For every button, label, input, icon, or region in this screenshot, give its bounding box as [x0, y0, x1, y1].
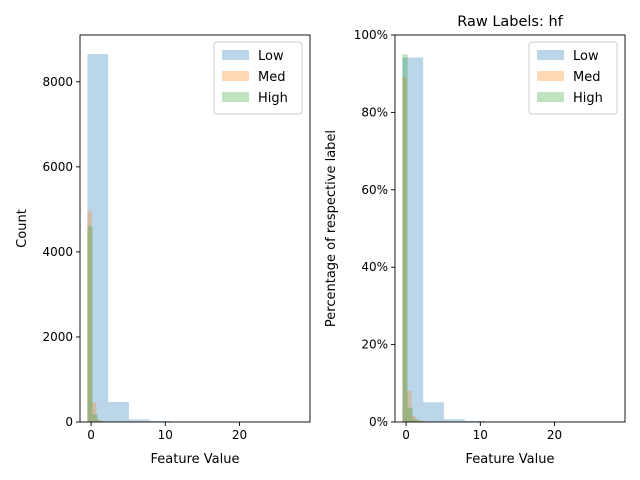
left-histogram-panel: 0 10 20 0 2000 4000 6000 8000 Feature Value Count…	[15, 34, 311, 467]
bar-high-1	[407, 407, 413, 422]
bar-high-0	[87, 226, 93, 422]
legend-label-high: High	[258, 91, 288, 106]
bar-med-2	[411, 416, 416, 422]
legend-label-low: Low	[573, 49, 599, 64]
y-tick-label: 80%	[361, 105, 388, 119]
y-tick-label: 4000	[42, 245, 73, 259]
y-axis-label: Percentage of respective label	[324, 130, 339, 327]
legend-swatch-high	[222, 92, 249, 102]
bar-med-1	[406, 391, 412, 422]
legend-box	[528, 41, 618, 115]
y-tick-label: 0	[65, 415, 73, 429]
bar-med-0	[87, 211, 92, 422]
x-axis-label: Feature Value	[151, 452, 240, 467]
y-tick-label: 60%	[361, 183, 388, 197]
bar-low-1	[423, 402, 444, 422]
y-tick-label: 100%	[354, 28, 388, 42]
x-tick-label: 10	[473, 428, 488, 442]
bar-med-1	[91, 402, 97, 422]
bar-high-2	[412, 419, 418, 422]
legend-label-high: High	[573, 91, 603, 106]
legend-swatch-med	[222, 71, 249, 81]
bar-low-0	[402, 57, 424, 423]
legend-swatch-low	[222, 50, 249, 60]
series-low	[402, 57, 611, 423]
x-tick-label: 0	[402, 428, 410, 442]
bar-low-2	[443, 419, 465, 422]
bar-high-0	[402, 54, 408, 422]
y-tick-label: 20%	[361, 338, 388, 352]
bar-low-2	[128, 419, 150, 422]
legend-box	[213, 41, 303, 115]
bar-low-1	[108, 402, 129, 422]
x-tick-label: 20	[547, 428, 562, 442]
axes-frame	[79, 34, 311, 423]
bar-high-1	[92, 414, 98, 422]
bar-low-3	[464, 420, 486, 422]
y-axis-label: Count	[15, 209, 30, 248]
series-low	[87, 54, 296, 423]
x-tick-label: 20	[232, 428, 247, 442]
legend: Low Med High	[213, 41, 303, 115]
x-tick-label: 10	[158, 428, 173, 442]
legend-swatch-med	[537, 71, 564, 81]
bar-med-0	[402, 77, 407, 422]
bar-med-2	[96, 419, 101, 422]
legend-label-med: Med	[573, 70, 600, 85]
right-histogram-panel: 0 10 20 0% 20% 40% 60% 80% 100% Feature Value Perc…	[324, 14, 626, 467]
bar-low-0	[87, 54, 109, 423]
bar-med-3	[415, 419, 421, 422]
bar-low-3	[149, 420, 171, 422]
y-tick-label: 8000	[42, 75, 73, 89]
x-axis-label: Feature Value	[466, 452, 555, 467]
y-tick-label: 0%	[369, 415, 388, 429]
y-tick-label: 2000	[42, 330, 73, 344]
legend: Low Med High	[528, 41, 618, 115]
chart-title: Raw Labels: hf	[457, 14, 563, 30]
bar-med-4	[420, 420, 425, 422]
y-tick-label: 6000	[42, 160, 73, 174]
y-tick-label: 40%	[361, 260, 388, 274]
legend-label-low: Low	[258, 49, 284, 64]
bar-high-2	[97, 420, 103, 422]
histogram-bars	[402, 54, 611, 423]
x-tick-label: 0	[87, 428, 95, 442]
legend-label-med: Med	[258, 70, 285, 85]
histogram-bars	[87, 54, 296, 423]
axes-frame	[394, 34, 626, 423]
legend-swatch-high	[537, 92, 564, 102]
legend-swatch-low	[537, 50, 564, 60]
bar-high-3	[418, 420, 424, 422]
